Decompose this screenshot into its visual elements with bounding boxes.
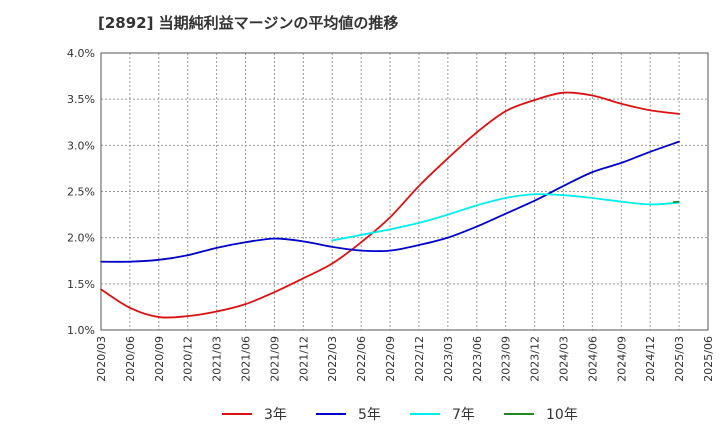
chart-title: [2892] 当期純利益マージンの平均値の推移 xyxy=(98,14,399,32)
series-line-1 xyxy=(100,91,680,319)
x-tick-label: 2022/12 xyxy=(413,336,426,382)
x-tick-label: 2021/09 xyxy=(268,336,281,382)
x-tick-label: 2023/09 xyxy=(500,336,513,382)
y-tick-label: 2.0% xyxy=(67,232,95,245)
x-tick-label: 2024/09 xyxy=(615,336,628,382)
x-tick-label: 2022/06 xyxy=(355,336,368,382)
y-tick-label: 1.5% xyxy=(67,278,95,291)
grid-lines xyxy=(100,52,709,331)
y-tick-label: 3.5% xyxy=(67,93,95,106)
x-tick-label: 2023/06 xyxy=(471,336,484,382)
legend-label-4: 10年 xyxy=(546,407,578,423)
legend-label-1: 3年 xyxy=(264,407,287,423)
legend-label-3: 7年 xyxy=(452,407,475,423)
x-tick-label: 2025/06 xyxy=(702,336,715,382)
legend: 3年 5年 7年 10年 xyxy=(222,407,578,423)
series-line-4 xyxy=(673,200,680,204)
y-tick-label: 4.0% xyxy=(67,47,95,60)
legend-label-2: 5年 xyxy=(358,407,381,423)
x-tick-label: 2020/09 xyxy=(153,336,166,382)
y-tick-label: 3.0% xyxy=(67,139,95,152)
x-tick-label: 2021/12 xyxy=(297,336,310,382)
series-line-2 xyxy=(100,140,680,263)
y-tick-label: 1.0% xyxy=(67,324,95,337)
y-axis-ticks: 1.0% 1.5% 2.0% 2.5% 3.0% 3.5% 4.0% xyxy=(67,47,95,337)
x-tick-label: 2021/06 xyxy=(240,336,253,382)
x-tick-label: 2023/03 xyxy=(442,336,455,382)
x-tick-label: 2024/03 xyxy=(557,336,570,382)
plot-area-frame xyxy=(100,52,709,331)
x-tick-label: 2020/03 xyxy=(95,336,108,382)
x-tick-label: 2025/03 xyxy=(673,336,686,382)
x-tick-label: 2023/12 xyxy=(529,336,542,382)
x-tick-label: 2022/03 xyxy=(326,336,339,382)
x-axis-ticks: 2020/03 2020/06 2020/09 2020/12 2021/03 2021/… xyxy=(95,336,715,382)
series-lines xyxy=(100,91,680,319)
series-line-3 xyxy=(331,193,680,242)
x-tick-label: 2022/09 xyxy=(384,336,397,382)
y-tick-label: 2.5% xyxy=(67,186,95,199)
x-tick-label: 2020/06 xyxy=(124,336,137,382)
x-tick-label: 2024/06 xyxy=(586,336,599,382)
x-tick-label: 2021/03 xyxy=(211,336,224,382)
x-tick-label: 2024/12 xyxy=(644,336,657,382)
x-tick-label: 2020/12 xyxy=(182,336,195,382)
